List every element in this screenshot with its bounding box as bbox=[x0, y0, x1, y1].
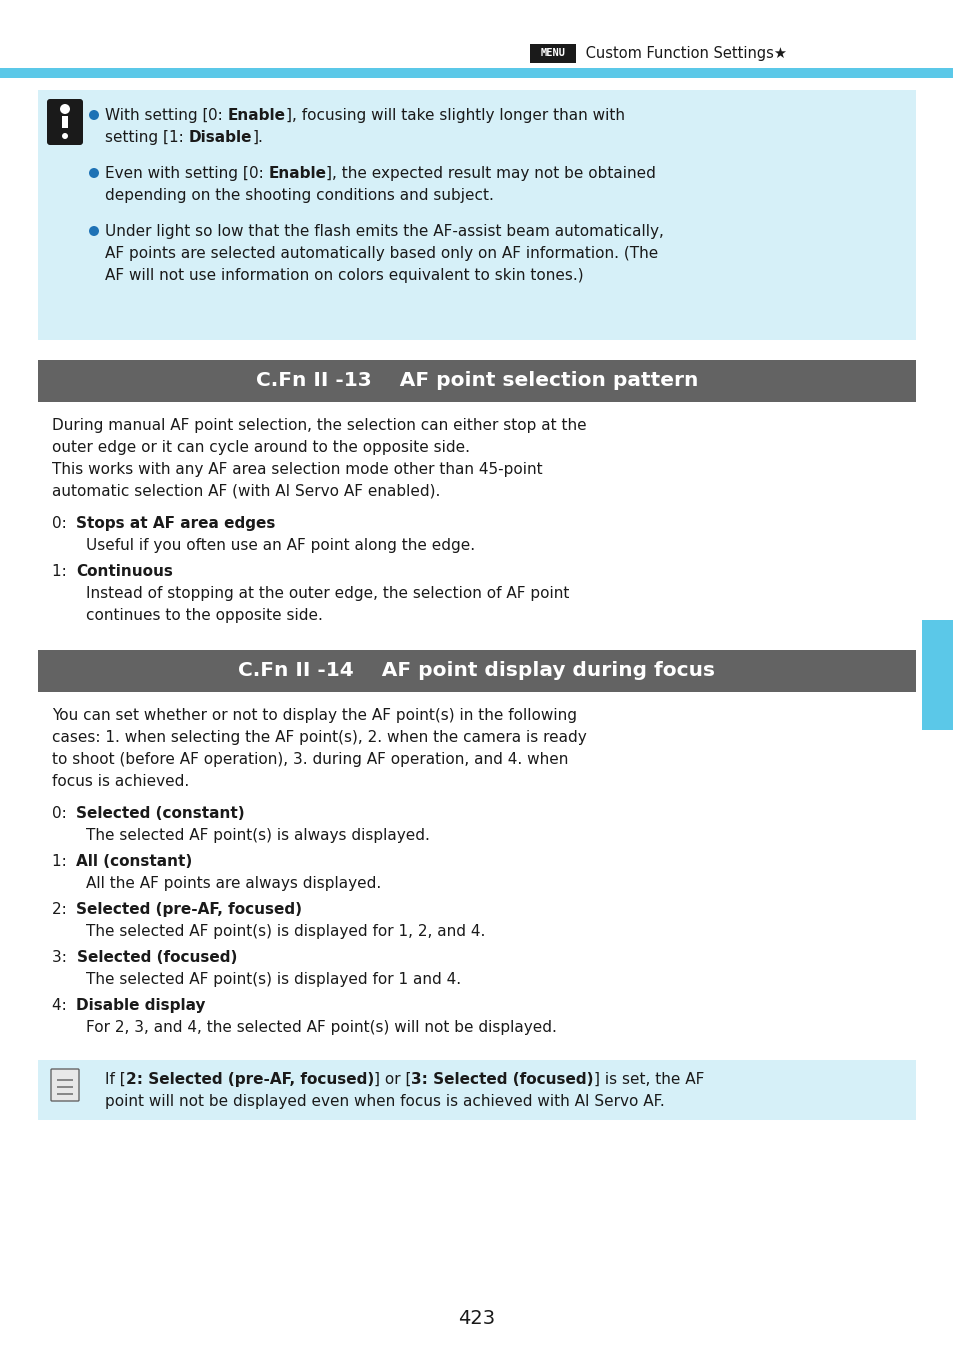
Text: 3: Selected (focused): 3: Selected (focused) bbox=[411, 1072, 594, 1087]
Text: C.Fn II -13    AF point selection pattern: C.Fn II -13 AF point selection pattern bbox=[255, 371, 698, 390]
Text: MENU: MENU bbox=[540, 48, 565, 58]
Text: focus is achieved.: focus is achieved. bbox=[52, 773, 189, 790]
Text: AF will not use information on colors equivalent to skin tones.): AF will not use information on colors eq… bbox=[105, 268, 583, 282]
Text: Disable display: Disable display bbox=[76, 998, 206, 1013]
Text: ], the expected result may not be obtained: ], the expected result may not be obtain… bbox=[326, 165, 656, 182]
Text: Instead of stopping at the outer edge, the selection of AF point: Instead of stopping at the outer edge, t… bbox=[86, 586, 569, 601]
Text: Useful if you often use an AF point along the edge.: Useful if you often use an AF point alon… bbox=[86, 538, 475, 553]
Text: setting [: setting [ bbox=[105, 130, 169, 145]
Text: Enable: Enable bbox=[228, 108, 286, 122]
Bar bbox=[0, 69, 953, 78]
Bar bbox=[38, 1060, 915, 1120]
Text: Under light so low that the flash emits the AF-assist beam automatically,: Under light so low that the flash emits … bbox=[105, 225, 663, 239]
Text: automatic selection AF (with AI Servo AF enabled).: automatic selection AF (with AI Servo AF… bbox=[52, 484, 440, 499]
Text: The selected AF point(s) is displayed for 1 and 4.: The selected AF point(s) is displayed fo… bbox=[86, 972, 460, 987]
Text: 3:: 3: bbox=[52, 950, 76, 964]
Text: During manual AF point selection, the selection can either stop at the: During manual AF point selection, the se… bbox=[52, 418, 586, 433]
Text: Even with setting [: Even with setting [ bbox=[105, 165, 249, 182]
Text: cases: 1. when selecting the AF point(s), 2. when the camera is ready: cases: 1. when selecting the AF point(s)… bbox=[52, 730, 586, 745]
Text: The selected AF point(s) is displayed for 1, 2, and 4.: The selected AF point(s) is displayed fo… bbox=[86, 924, 485, 939]
Bar bbox=[38, 90, 915, 340]
Text: Disable: Disable bbox=[189, 130, 252, 145]
Text: Selected (pre-AF, focused): Selected (pre-AF, focused) bbox=[76, 902, 302, 917]
Text: 1:: 1: bbox=[52, 854, 76, 869]
Text: depending on the shooting conditions and subject.: depending on the shooting conditions and… bbox=[105, 188, 494, 203]
Text: All the AF points are always displayed.: All the AF points are always displayed. bbox=[86, 876, 381, 890]
Text: Stops at AF area edges: Stops at AF area edges bbox=[76, 516, 275, 531]
Text: Continuous: Continuous bbox=[76, 564, 173, 578]
Text: 4:: 4: bbox=[52, 998, 76, 1013]
Text: point will not be displayed even when focus is achieved with AI Servo AF.: point will not be displayed even when fo… bbox=[105, 1093, 664, 1110]
Text: This works with any AF area selection mode other than 45-point: This works with any AF area selection mo… bbox=[52, 461, 542, 477]
Text: All (constant): All (constant) bbox=[76, 854, 193, 869]
Text: continues to the opposite side.: continues to the opposite side. bbox=[86, 608, 322, 623]
Bar bbox=[57, 1093, 73, 1095]
Circle shape bbox=[62, 133, 68, 139]
Text: 2: Selected (pre-AF, focused): 2: Selected (pre-AF, focused) bbox=[126, 1072, 374, 1087]
Bar bbox=[62, 116, 68, 128]
Text: 0:: 0: bbox=[52, 516, 76, 531]
Bar bbox=[921, 620, 953, 730]
Text: With setting [: With setting [ bbox=[105, 108, 209, 122]
Text: ] or [: ] or [ bbox=[374, 1072, 411, 1087]
Circle shape bbox=[89, 168, 99, 178]
Text: 423: 423 bbox=[458, 1309, 495, 1328]
Text: Selected (focused): Selected (focused) bbox=[76, 950, 236, 964]
Text: ], focusing will take slightly longer than with: ], focusing will take slightly longer th… bbox=[286, 108, 624, 122]
Circle shape bbox=[89, 110, 99, 120]
Text: outer edge or it can cycle around to the opposite side.: outer edge or it can cycle around to the… bbox=[52, 440, 470, 455]
Text: 2:: 2: bbox=[52, 902, 76, 917]
Text: ] is set, the AF: ] is set, the AF bbox=[594, 1072, 703, 1087]
Text: 0:: 0: bbox=[249, 165, 268, 182]
Text: The selected AF point(s) is always displayed.: The selected AF point(s) is always displ… bbox=[86, 829, 430, 843]
Circle shape bbox=[89, 226, 99, 235]
Text: Selected (constant): Selected (constant) bbox=[76, 806, 245, 820]
Bar bbox=[57, 1079, 73, 1081]
Text: For 2, 3, and 4, the selected AF point(s) will not be displayed.: For 2, 3, and 4, the selected AF point(s… bbox=[86, 1020, 557, 1036]
FancyBboxPatch shape bbox=[51, 1069, 79, 1102]
Text: 0:: 0: bbox=[52, 806, 76, 820]
Text: 1:: 1: bbox=[169, 130, 189, 145]
Circle shape bbox=[60, 104, 70, 114]
FancyBboxPatch shape bbox=[47, 100, 83, 145]
Text: You can set whether or not to display the AF point(s) in the following: You can set whether or not to display th… bbox=[52, 707, 577, 724]
Bar bbox=[530, 44, 576, 63]
Bar bbox=[38, 650, 915, 691]
Bar bbox=[38, 360, 915, 402]
Text: Enable: Enable bbox=[268, 165, 326, 182]
Text: C.Fn II -14    AF point display during focus: C.Fn II -14 AF point display during focu… bbox=[238, 662, 715, 681]
Text: 1:: 1: bbox=[52, 564, 76, 578]
Text: 0:: 0: bbox=[209, 108, 228, 122]
Bar bbox=[57, 1085, 73, 1088]
Text: ].: ]. bbox=[252, 130, 263, 145]
Text: to shoot (before AF operation), 3. during AF operation, and 4. when: to shoot (before AF operation), 3. durin… bbox=[52, 752, 568, 767]
Text: Custom Function Settings★: Custom Function Settings★ bbox=[580, 46, 786, 61]
Text: AF points are selected automatically based only on AF information. (The: AF points are selected automatically bas… bbox=[105, 246, 658, 261]
Text: If [: If [ bbox=[105, 1072, 126, 1087]
